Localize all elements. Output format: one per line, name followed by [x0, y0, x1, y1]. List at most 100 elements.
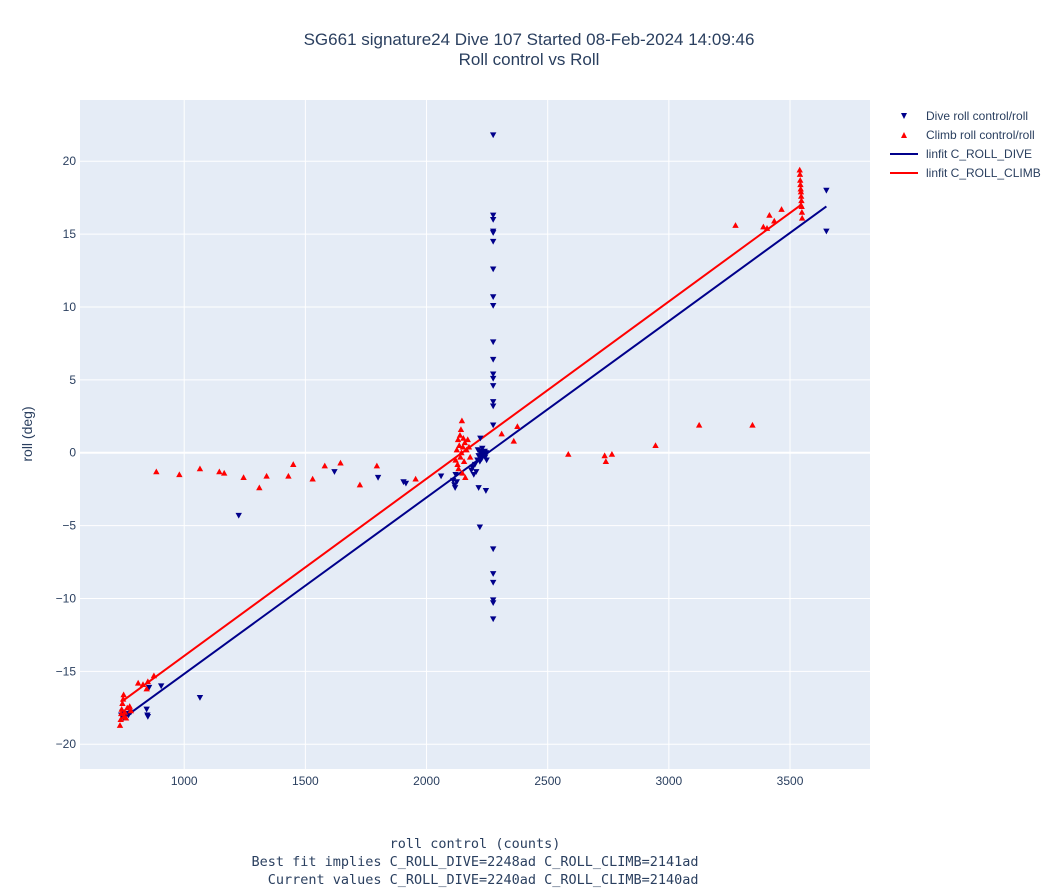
climb-point [454, 436, 462, 443]
legend-line-swatch [890, 152, 918, 155]
dive-point [157, 683, 165, 690]
dive-point [479, 445, 486, 452]
climb-point [139, 681, 147, 688]
axis-ticks: 1000 1500 2000 2500 3000 3500 −20 −15 −10 −5 0 5 10 1… [56, 154, 804, 788]
climb-point [455, 465, 462, 472]
climb-point [240, 474, 247, 481]
climb-point [601, 452, 608, 459]
current-values-note: Current values C_ROLL_DIVE=2240ad C_ROLL… [251, 872, 699, 888]
climb-point [126, 703, 133, 709]
best-fit-note: Best fit implies C_ROLL_DIVE=2248ad C_RO… [251, 854, 699, 870]
climb-point [452, 456, 459, 463]
climb-point [797, 185, 804, 192]
climb-point [797, 192, 805, 199]
x-tick-label: 3000 [656, 774, 683, 788]
y-tick-label: −5 [62, 519, 76, 533]
dive-point [489, 302, 497, 309]
legend[interactable]: Dive roll control/roll Climb roll control… [888, 106, 1041, 182]
climb-point [321, 462, 328, 469]
dive-point [489, 294, 497, 300]
dive-point [374, 474, 382, 481]
climb-point [460, 458, 468, 465]
climb-point [176, 471, 183, 478]
climb-point [143, 685, 150, 692]
dive-point [437, 473, 445, 480]
legend-item[interactable]: Dive roll control/roll [888, 106, 1041, 125]
dive-point [489, 579, 497, 586]
climb-point [153, 468, 160, 475]
climb-point [461, 439, 469, 446]
dive-point [478, 455, 485, 462]
climb-point [464, 436, 471, 443]
climb-point [453, 446, 461, 453]
dive-point [469, 464, 476, 471]
climb-point [459, 469, 466, 476]
dive-point [449, 477, 457, 484]
climb-point [458, 449, 465, 456]
climb-point [456, 442, 463, 448]
climb-point [122, 714, 130, 721]
dive-point [473, 469, 480, 475]
y-axis-label: roll (deg) [19, 406, 35, 461]
climb-point [466, 453, 474, 460]
climb-point [457, 426, 465, 432]
climb-point [798, 209, 806, 215]
dive-point [489, 339, 497, 346]
dive-point [489, 616, 497, 623]
climb-point [134, 679, 142, 686]
y-tick-label: −15 [56, 664, 77, 678]
dive-point [144, 713, 152, 720]
legend-marker-swatch [901, 131, 907, 138]
climb-point [309, 475, 316, 482]
dive-point [489, 230, 497, 236]
climb-point [119, 700, 126, 706]
dive-point [402, 480, 410, 487]
dive-point [451, 485, 459, 491]
y-tick-label: −20 [56, 737, 77, 751]
climb-point [127, 707, 135, 714]
x-tick-label: 1000 [171, 774, 198, 788]
climb-point [695, 421, 703, 428]
y-tick-label: 20 [63, 154, 77, 168]
climb-point [458, 417, 466, 424]
climb-point [514, 423, 521, 430]
dive-point [482, 488, 490, 494]
dive-point [823, 228, 830, 235]
dive-point [489, 403, 497, 410]
climb-point [196, 465, 204, 472]
climb-point [118, 706, 125, 712]
chart-title: SG661 signature24 Dive 107 Started 08-Fe… [0, 30, 1058, 70]
climb-point [798, 214, 806, 221]
legend-label: Dive roll control/roll [926, 108, 1029, 123]
plot-area [80, 100, 870, 769]
climb-point [652, 442, 659, 448]
climb-point [760, 223, 767, 230]
climb-point [263, 472, 270, 479]
climb-point [285, 472, 292, 479]
dive-point [475, 485, 482, 491]
climb-point [120, 691, 127, 698]
x-axis-label-block: roll control (counts) Best fit implies C… [0, 835, 950, 889]
climb-point [356, 481, 364, 488]
dive-point [235, 512, 242, 519]
dive-point [489, 399, 497, 405]
climb-point [116, 722, 124, 728]
dive-point [483, 457, 490, 464]
y-tick-label: 15 [63, 227, 77, 241]
dive-point [489, 546, 497, 553]
chart-title-line1: SG661 signature24 Dive 107 Started 08-Fe… [303, 30, 755, 49]
climb-point [220, 469, 228, 476]
legend-item[interactable]: linfit C_ROLL_CLIMB [888, 163, 1041, 182]
dive-point [489, 422, 497, 429]
dive-point [145, 684, 153, 691]
legend-item[interactable]: Climb roll control/roll [888, 125, 1041, 144]
legend-label: linfit C_ROLL_DIVE [926, 146, 1033, 161]
dive-point [489, 571, 497, 577]
climb-point [337, 459, 344, 466]
climb-point [766, 211, 773, 218]
climb-point [373, 462, 381, 469]
legend-item[interactable]: linfit C_ROLL_DIVE [888, 144, 1041, 163]
climb-point [457, 453, 464, 460]
dive-point [489, 597, 497, 604]
